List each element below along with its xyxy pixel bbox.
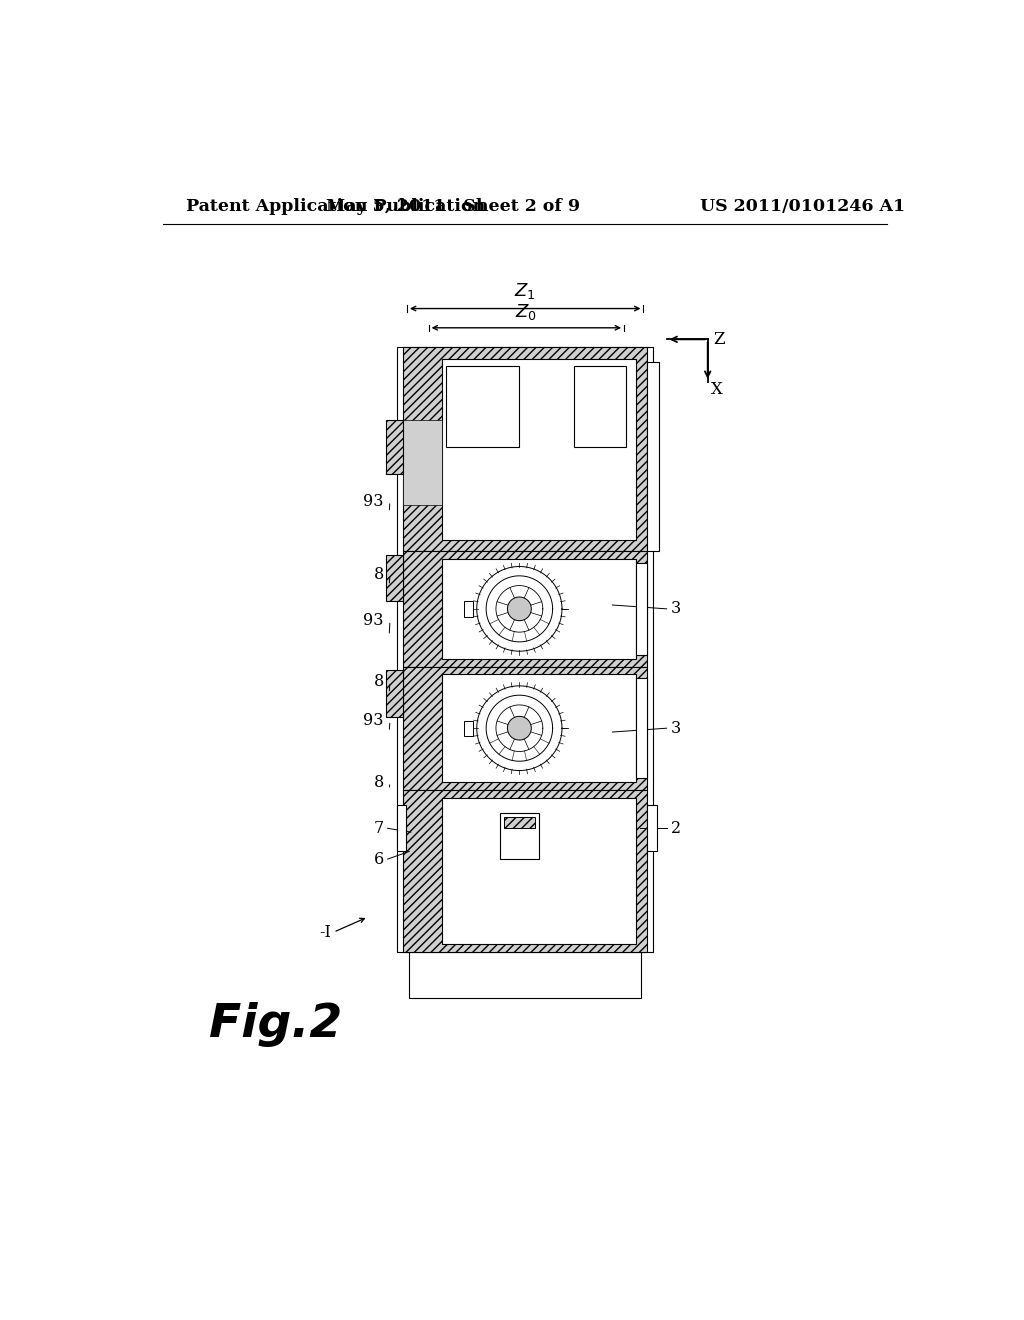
Bar (445, 367, 519, 447)
Bar (397, 347, 653, 952)
Bar (403, 667, 647, 789)
Text: 3: 3 (671, 601, 681, 618)
Bar (636, 678, 647, 779)
Text: US 2011/0101246 A1: US 2011/0101246 A1 (699, 198, 905, 215)
Bar (386, 420, 403, 474)
Bar (442, 558, 636, 659)
Text: 7: 7 (374, 820, 384, 837)
Bar (386, 671, 403, 717)
Bar (573, 367, 627, 447)
Bar (464, 601, 473, 616)
Bar (410, 952, 641, 998)
Text: 3: 3 (671, 719, 681, 737)
Text: 93: 93 (364, 492, 384, 510)
Circle shape (508, 597, 531, 620)
Bar (442, 359, 636, 540)
Bar (403, 347, 647, 552)
Bar (504, 817, 535, 829)
Bar (403, 420, 442, 506)
Bar (403, 552, 647, 667)
Text: Patent Application Publication: Patent Application Publication (186, 198, 485, 215)
Text: 8: 8 (374, 774, 384, 791)
Bar (442, 675, 636, 781)
Text: $Z_1$: $Z_1$ (514, 281, 536, 301)
Text: -I: -I (319, 924, 332, 941)
Text: 93: 93 (364, 612, 384, 628)
Text: Z: Z (713, 331, 725, 348)
Text: $Z_0$: $Z_0$ (515, 302, 538, 322)
Bar (500, 813, 539, 859)
Bar (386, 554, 403, 601)
Text: 93: 93 (364, 711, 384, 729)
Text: 2: 2 (671, 820, 681, 837)
Bar (442, 797, 636, 944)
Bar (397, 805, 407, 851)
Bar (464, 721, 473, 737)
Bar (636, 562, 647, 655)
Text: 8: 8 (374, 673, 384, 690)
Text: 8: 8 (374, 566, 384, 582)
Bar (403, 789, 647, 952)
Text: Fig.2: Fig.2 (209, 1002, 343, 1047)
Circle shape (508, 717, 531, 741)
Text: 6: 6 (374, 850, 384, 867)
Bar (647, 805, 656, 851)
Text: X: X (711, 381, 723, 397)
Text: May 5, 2011   Sheet 2 of 9: May 5, 2011 Sheet 2 of 9 (327, 198, 581, 215)
Bar (647, 363, 658, 552)
